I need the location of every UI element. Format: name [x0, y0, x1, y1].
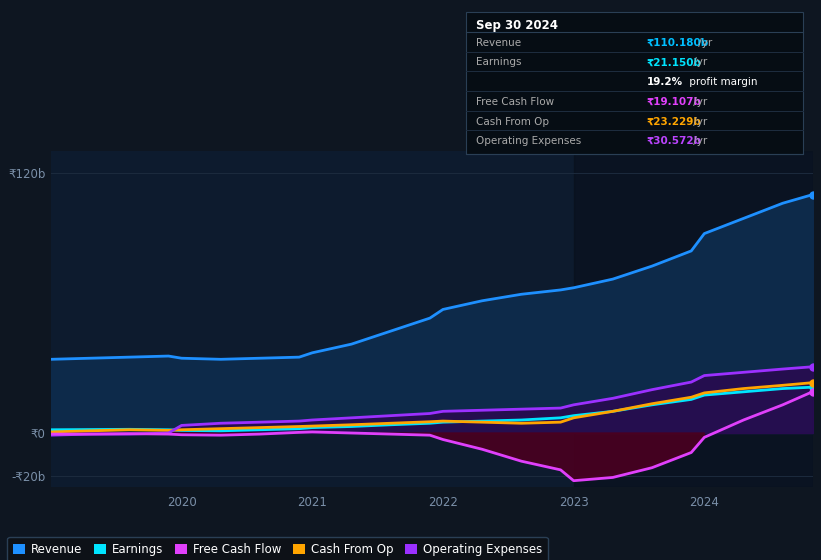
Text: Free Cash Flow: Free Cash Flow — [476, 97, 554, 107]
Text: Cash From Op: Cash From Op — [476, 116, 549, 127]
Text: Sep 30 2024: Sep 30 2024 — [476, 18, 558, 31]
Text: /yr: /yr — [690, 116, 708, 127]
Text: Operating Expenses: Operating Expenses — [476, 136, 581, 146]
Legend: Revenue, Earnings, Free Cash Flow, Cash From Op, Operating Expenses: Revenue, Earnings, Free Cash Flow, Cash … — [7, 537, 548, 560]
Text: ₹23.229b: ₹23.229b — [647, 116, 702, 127]
Text: ₹19.107b: ₹19.107b — [647, 97, 702, 107]
Text: Revenue: Revenue — [476, 38, 521, 48]
Text: profit margin: profit margin — [686, 77, 758, 87]
Text: ₹110.180b: ₹110.180b — [647, 38, 709, 48]
Bar — [574, 151, 813, 487]
Text: /yr: /yr — [695, 38, 713, 48]
Text: ₹30.572b: ₹30.572b — [647, 136, 702, 146]
Text: 19.2%: 19.2% — [647, 77, 683, 87]
Text: /yr: /yr — [690, 97, 708, 107]
Text: ₹21.150b: ₹21.150b — [647, 58, 702, 68]
Text: /yr: /yr — [690, 136, 708, 146]
Text: Earnings: Earnings — [476, 58, 521, 68]
Text: /yr: /yr — [690, 58, 708, 68]
